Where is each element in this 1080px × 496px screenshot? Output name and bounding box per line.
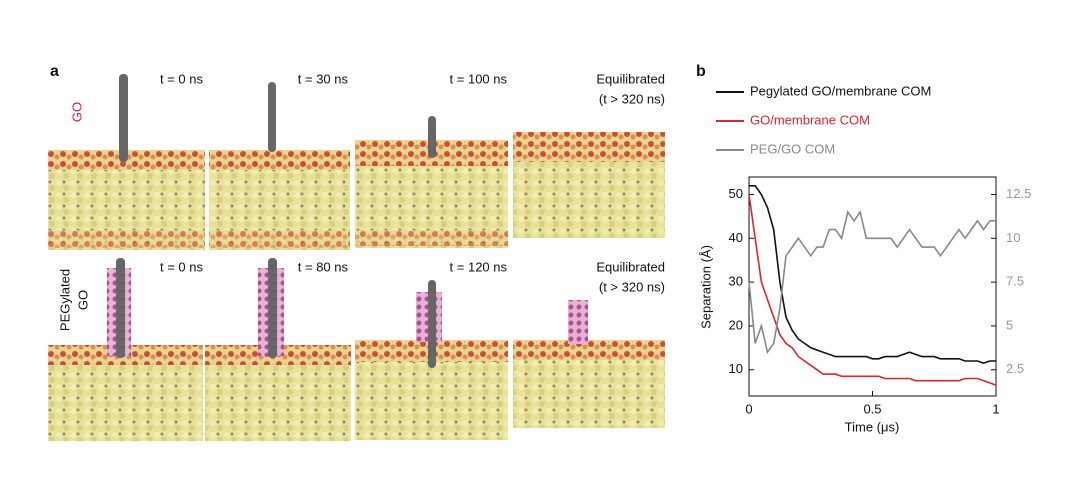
y-tick-label: 10 bbox=[729, 361, 743, 376]
series-line bbox=[749, 185, 996, 364]
panel-label: a bbox=[50, 63, 59, 80]
series-line bbox=[748, 194, 997, 386]
time-label: t = 80 ns bbox=[298, 259, 349, 274]
x-axis-label: Time (μs) bbox=[845, 419, 900, 434]
y-tick-label: 50 bbox=[729, 186, 743, 201]
x-tick-label: 0.5 bbox=[863, 401, 881, 416]
legend-label: PEG/GO COM bbox=[750, 141, 835, 156]
y2-tick-label: 10 bbox=[1006, 230, 1020, 245]
y2-tick-label: 2.5 bbox=[1006, 361, 1024, 376]
x-tick-label: 0 bbox=[745, 401, 752, 416]
legend-label: Pegylated GO/membrane COM bbox=[750, 83, 931, 98]
y-tick-label: 20 bbox=[729, 317, 743, 332]
time-label: (t > 320 ns) bbox=[599, 91, 665, 106]
row-label: PEGylated bbox=[57, 269, 72, 331]
row-label: GO bbox=[75, 290, 90, 310]
y2-tick-label: 7.5 bbox=[1006, 274, 1024, 289]
y-axis-label: Separation (Å) bbox=[698, 245, 713, 329]
time-label: (t > 320 ns) bbox=[599, 279, 665, 294]
y-tick-label: 40 bbox=[729, 230, 743, 245]
time-label: Equilibrated bbox=[596, 71, 665, 86]
panel-label: b bbox=[696, 63, 706, 80]
time-label: t = 30 ns bbox=[298, 71, 349, 86]
plot-frame bbox=[748, 176, 997, 397]
series-line bbox=[748, 210, 996, 355]
x-tick-label: 1 bbox=[992, 401, 999, 416]
y2-tick-label: 5 bbox=[1006, 317, 1013, 332]
time-label: t = 120 ns bbox=[450, 259, 508, 274]
y2-tick-label: 12.5 bbox=[1006, 186, 1031, 201]
time-label: Equilibrated bbox=[596, 259, 665, 274]
snapshots bbox=[48, 74, 665, 441]
y-tick-label: 30 bbox=[729, 274, 743, 289]
row-label: GO bbox=[69, 102, 84, 122]
time-label: t = 100 ns bbox=[450, 71, 508, 86]
legend-label: GO/membrane COM bbox=[750, 112, 870, 127]
time-label: t = 0 ns bbox=[160, 259, 203, 274]
time-label: t = 0 ns bbox=[160, 71, 203, 86]
